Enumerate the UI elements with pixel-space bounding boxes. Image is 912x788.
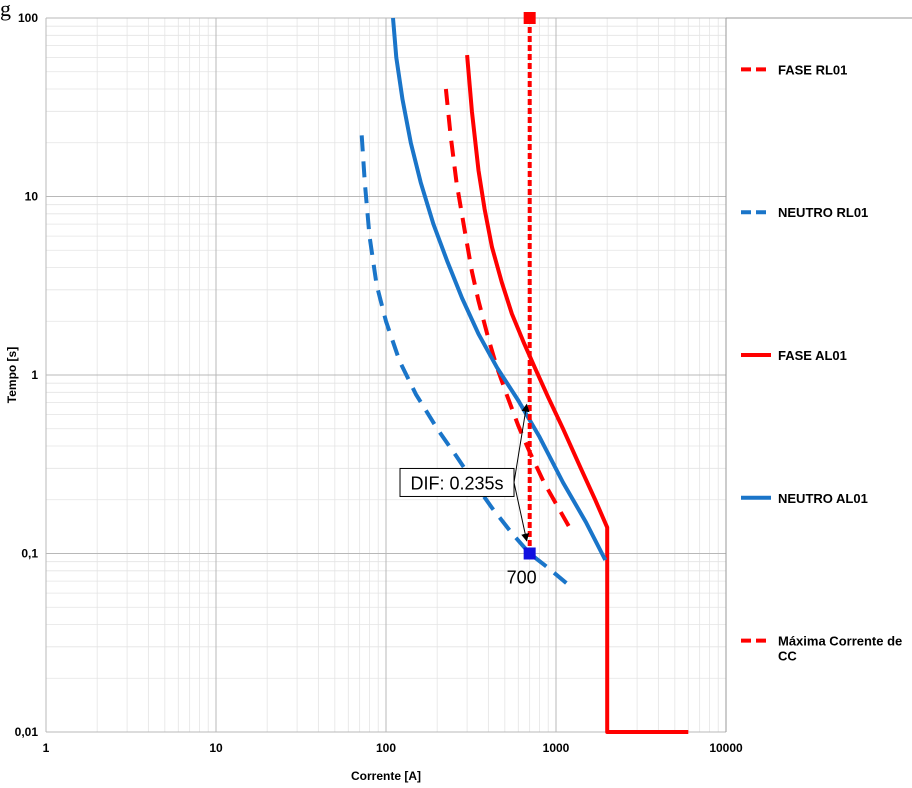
x-tick-label: 10 <box>209 741 223 755</box>
marker-label: 700 <box>507 568 537 588</box>
annotation-text: DIF: 0.235s <box>410 473 503 493</box>
caption-fragment: g <box>0 0 11 21</box>
legend-label: CC <box>778 649 797 664</box>
y-tick-label: 0,1 <box>21 547 38 561</box>
x-tick-label: 1 <box>43 741 50 755</box>
data-marker <box>523 547 536 560</box>
legend-label: FASE RL01 <box>778 62 847 77</box>
x-tick-label: 1000 <box>543 741 570 755</box>
series-line-fase-al01 <box>465 54 689 734</box>
annotation-arrow <box>513 482 530 542</box>
legend-label: NEUTRO RL01 <box>778 205 868 220</box>
y-axis-label: Tempo [s] <box>5 347 19 403</box>
y-tick-label: 0,01 <box>15 725 39 739</box>
annotation-box <box>399 467 515 497</box>
series-line-neutro-rl01 <box>359 135 571 588</box>
x-tick-label: 10000 <box>709 741 743 755</box>
legend-label: NEUTRO AL01 <box>778 491 868 506</box>
x-tick-label: 100 <box>376 741 396 755</box>
series-line-neutro-al01 <box>391 17 608 561</box>
series-line-fase-rl01 <box>443 88 572 529</box>
legend-label: Máxima Corrente de <box>778 634 902 649</box>
x-axis-label: Corrente [A] <box>351 769 421 783</box>
legend-label: FASE AL01 <box>778 348 847 363</box>
y-tick-label: 1 <box>31 368 38 382</box>
y-tick-label: 100 <box>18 11 38 25</box>
y-tick-label: 10 <box>25 190 39 204</box>
data-marker <box>523 12 536 24</box>
annotation-arrow <box>513 403 530 483</box>
